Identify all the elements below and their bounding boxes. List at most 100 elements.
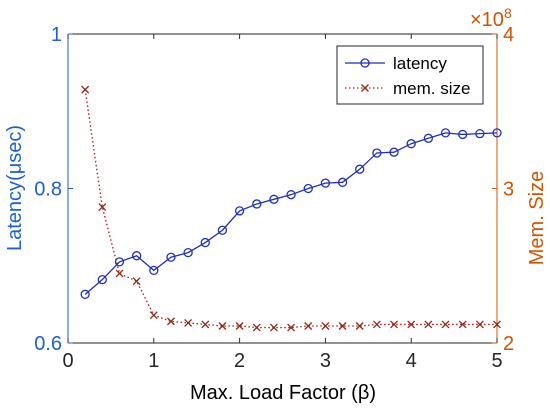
mem-size-point — [493, 320, 501, 329]
mem-size-point — [304, 322, 313, 330]
left-tick-label: 0.6 — [34, 333, 62, 355]
left-tick-label: 0.8 — [34, 179, 62, 201]
mem-size-point-stroke — [475, 320, 484, 329]
latency-point — [475, 129, 485, 139]
legend: latency mem. size — [336, 45, 484, 105]
x-tick-label: 3 — [320, 350, 331, 372]
mem-size-point-stroke — [149, 311, 158, 320]
series-layer — [80, 85, 502, 332]
mem-size-point — [184, 318, 193, 327]
mem-size-point-stroke — [321, 322, 330, 330]
mem-size-point — [441, 320, 450, 329]
x-tick-label: 0 — [62, 350, 73, 372]
mem-size-point-stroke — [287, 323, 296, 332]
legend-box — [336, 45, 484, 105]
legend-mem-label: mem. size — [393, 79, 470, 98]
latency-point — [492, 128, 502, 138]
mem-size-point — [81, 85, 90, 94]
mem-size-point-stroke — [167, 317, 175, 326]
latency-line — [84, 132, 498, 295]
left-axis-ticks: 0.6 0.8 1 — [34, 24, 73, 355]
right-axis-title: Mem. Size — [526, 171, 548, 265]
mem-size-point — [424, 320, 433, 329]
mem-size-point-stroke — [132, 277, 141, 286]
latency-point — [355, 164, 365, 174]
legend-latency-label: latency — [393, 54, 447, 73]
right-tick-label: 3 — [503, 179, 514, 201]
mem-size-point-stroke — [184, 318, 193, 327]
mem-size-point-stroke — [269, 323, 278, 332]
latency-point — [440, 128, 451, 138]
x-tick-label: 1 — [148, 350, 159, 372]
latency-point — [320, 178, 331, 188]
mem-size-point — [372, 320, 381, 329]
latency-point — [200, 237, 210, 248]
latency-point — [372, 148, 382, 158]
mem-size-point-stroke — [441, 320, 450, 329]
mem-size-point-stroke — [81, 85, 90, 94]
latency-point — [97, 275, 107, 285]
mem-size-point-stroke — [493, 320, 501, 329]
x-axis-title: Max. Load Factor (β) — [190, 382, 376, 404]
x-tick-label: 2 — [234, 350, 245, 372]
mem-size-point — [115, 269, 124, 278]
mem-size-point — [218, 322, 227, 330]
right-axis-ticks: 2 3 4 — [492, 24, 514, 355]
legend-latency-marker — [360, 58, 370, 68]
mem-size-point-stroke — [372, 320, 381, 329]
mem-size-point-stroke — [115, 269, 124, 278]
latency-point — [458, 129, 468, 140]
mem-size-point — [252, 323, 261, 332]
right-tick-label: 2 — [503, 333, 514, 355]
mem-size-point — [287, 323, 296, 332]
mem-size-point — [98, 203, 107, 211]
mem-size-point-stroke — [424, 320, 433, 329]
mem-size-point-stroke — [252, 323, 261, 332]
mem-size-point — [321, 322, 330, 330]
mem-size-point-stroke — [458, 320, 467, 329]
latency-point — [389, 147, 399, 157]
x-axis-ticks: 0 1 2 3 4 5 — [62, 34, 503, 372]
latency-point — [423, 133, 434, 143]
mem-size-point-stroke — [407, 320, 416, 329]
latency-point — [149, 265, 159, 276]
mem-size-point — [355, 322, 364, 330]
left-axis-title: Latency(μsec) — [4, 125, 26, 251]
mem-size-point-stroke — [355, 322, 364, 330]
mem-size-point — [338, 322, 347, 330]
latency-point — [217, 225, 228, 235]
latency-point — [337, 177, 348, 187]
latency-point — [80, 289, 90, 299]
mem-size-point — [132, 277, 141, 286]
left-tick-label: 1 — [51, 24, 62, 46]
mem-size-point-stroke — [201, 320, 210, 329]
latency-point — [234, 206, 245, 216]
right-tick-label: 4 — [503, 24, 514, 46]
multiplier-base: ×10 — [470, 9, 504, 31]
latency-point — [303, 183, 313, 194]
mem-size-point — [201, 320, 210, 329]
legend-mem-marker — [361, 84, 369, 92]
legend-mem-marker-stroke — [361, 84, 369, 92]
mem-size-point — [269, 323, 278, 332]
latency-point — [114, 257, 125, 267]
mem-size-point-stroke — [390, 320, 398, 329]
x-tick-label: 4 — [406, 350, 417, 372]
mem-size-point — [167, 317, 175, 326]
latency-point — [166, 252, 176, 262]
mem-size-point — [149, 311, 158, 320]
mem-size-point — [458, 320, 467, 329]
mem-size-point-stroke — [304, 322, 313, 330]
x-tick-label: 5 — [491, 350, 502, 372]
mem-size-point-stroke — [98, 203, 107, 211]
mem-size-point-stroke — [338, 322, 347, 330]
latency-point — [406, 139, 416, 149]
latency-point — [183, 247, 193, 258]
mem-size-point — [475, 320, 484, 329]
mem-size-point — [235, 322, 244, 330]
mem-size-point-stroke — [218, 322, 227, 330]
latency-point — [131, 251, 142, 261]
latency-point — [269, 194, 279, 204]
mem-size-line — [84, 89, 497, 329]
